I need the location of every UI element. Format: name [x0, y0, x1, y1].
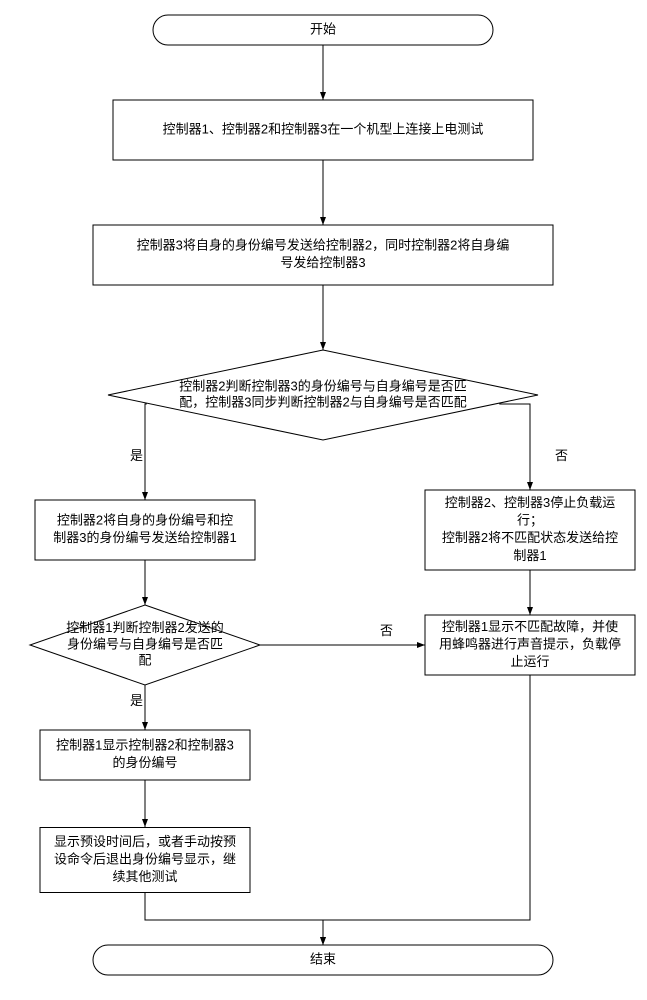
edge-d1-left-stub	[145, 404, 147, 440]
edge-n7-end	[145, 893, 323, 945]
svg-text:控制器1、控制器2和控制器3在一个机型上连接上电测试: 控制器1、控制器2和控制器3在一个机型上连接上电测试	[163, 121, 484, 136]
svg-text:控制器2将不匹配状态发送给控: 控制器2将不匹配状态发送给控	[442, 530, 618, 545]
node-n2: 控制器3将自身的身份编号发送给控制器2，同时控制器2将自身编号发给控制器3	[93, 225, 553, 285]
edge-n5-end	[323, 675, 530, 945]
svg-text:开始: 开始	[310, 21, 336, 36]
node-n7: 显示预设时间后，或者手动按预设命令后退出身份编号显示，继续其他测试	[40, 828, 250, 893]
svg-text:设命令后退出身份编号显示，继: 设命令后退出身份编号显示，继	[54, 851, 236, 866]
svg-text:用蜂鸣器进行声音提示，负载停: 用蜂鸣器进行声音提示，负载停	[439, 636, 621, 651]
node-n6: 控制器1显示控制器2和控制器3 的身份编号	[40, 730, 250, 780]
svg-text:号发给控制器3: 号发给控制器3	[280, 255, 365, 270]
svg-text:显示预设时间后，或者手动按预: 显示预设时间后，或者手动按预	[54, 834, 236, 849]
svg-text:控制器1显示控制器2和控制器3: 控制器1显示控制器2和控制器3	[56, 738, 234, 753]
svg-text:身份编号与自身编号是否匹: 身份编号与自身编号是否匹	[67, 636, 223, 651]
node-n5: 控制器1显示不匹配故障，并使用蜂鸣器进行声音提示，负载停止运行	[425, 615, 635, 675]
node-d2: 控制器1判断控制器2发送的身份编号与自身编号是否匹配	[30, 605, 260, 685]
svg-text:的身份编号: 的身份编号	[112, 755, 177, 770]
svg-text:控制器2将自身的身份编号和控: 控制器2将自身的身份编号和控	[57, 513, 233, 528]
svg-text:制器1: 制器1	[513, 548, 546, 563]
edge-d1-right-stub	[499, 404, 530, 440]
svg-text:控制器1显示不匹配故障，并使: 控制器1显示不匹配故障，并使	[442, 619, 618, 634]
svg-text:控制器2判断控制器3的身份编号与自身编号是否匹: 控制器2判断控制器3的身份编号与自身编号是否匹	[179, 378, 466, 393]
node-d1: 控制器2判断控制器3的身份编号与自身编号是否匹配，控制器3同步判断控制器2与自身…	[108, 350, 538, 440]
svg-text:结束: 结束	[310, 951, 336, 966]
node-n3: 控制器2将自身的身份编号和控制器3的身份编号发送给控制器1	[35, 500, 255, 560]
svg-text:配，控制器3同步判断控制器2与自身编号是否匹配: 配，控制器3同步判断控制器2与自身编号是否匹配	[179, 395, 466, 410]
edge-label: 是	[130, 693, 143, 708]
edge-label: 是	[130, 448, 143, 463]
node-end: 结束	[93, 945, 553, 975]
svg-text:控制器3将自身的身份编号发送给控制器2，同时控制器2将自身编: 控制器3将自身的身份编号发送给控制器2，同时控制器2将自身编	[137, 238, 510, 253]
edge-label: 否	[380, 623, 393, 638]
node-n4: 控制器2、控制器3停止负载运行；控制器2将不匹配状态发送给控制器1	[425, 490, 635, 570]
svg-text:制器3的身份编号发送给控制器1: 制器3的身份编号发送给控制器1	[53, 530, 236, 545]
svg-text:配: 配	[138, 653, 151, 668]
svg-text:控制器1判断控制器2发送的: 控制器1判断控制器2发送的	[66, 620, 223, 635]
node-start: 开始	[153, 15, 493, 45]
flowchart: 是否否是 开始控制器1、控制器2和控制器3在一个机型上连接上电测试控制器3将自身…	[0, 0, 647, 1000]
node-n1: 控制器1、控制器2和控制器3在一个机型上连接上电测试	[113, 100, 533, 160]
svg-text:续其他测试: 续其他测试	[112, 869, 177, 884]
edge-label: 否	[555, 448, 568, 463]
svg-text:止运行: 止运行	[510, 654, 549, 669]
svg-text:控制器2、控制器3停止负载运: 控制器2、控制器3停止负载运	[445, 495, 615, 510]
svg-text:行；: 行；	[517, 513, 543, 529]
